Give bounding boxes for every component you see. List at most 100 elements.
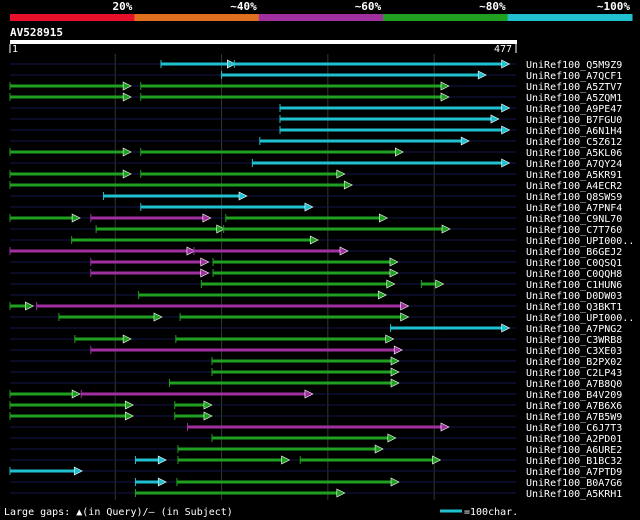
segment-end-arrow [122,334,132,344]
hit-row[interactable]: UniRef100_UPI000.. [10,235,634,247]
hit-row[interactable]: UniRef100_A7B8Q0 [10,378,622,390]
hit-label[interactable]: UniRef100_A6N1H4 [526,126,622,137]
hit-label[interactable]: UniRef100_C0QQH8 [526,269,622,280]
hit-row[interactable]: UniRef100_C5Z612 [10,136,622,148]
hit-label[interactable]: UniRef100_A2PD01 [526,434,622,445]
hit-row[interactable]: UniRef100_A5KRH1 [10,488,622,500]
hit-label[interactable]: UniRef100_A7B5W9 [526,412,622,423]
hit-label[interactable]: UniRef100_A7PNG2 [526,324,622,335]
segment-end-arrow [124,411,134,421]
hit-label[interactable]: UniRef100_Q8SWS9 [526,192,622,203]
hit-row[interactable]: UniRef100_C1HUN6 [10,279,622,291]
hit-row[interactable]: UniRef100_A6N1H4 [10,125,622,137]
hit-row[interactable]: UniRef100_A6URE2 [10,444,622,456]
hit-row[interactable]: UniRef100_Q3BKT1 [9,301,622,313]
segment-end-arrow [377,290,387,300]
legend-swatch [10,14,135,21]
hit-row[interactable]: UniRef100_B7FGU0 [10,114,622,126]
hit-row[interactable]: UniRef100_C0QSQ1 [10,257,622,269]
segment-end-arrow [200,257,210,267]
legend-label: ~100% [597,0,630,13]
hit-row[interactable]: UniRef100_C3XE03 [10,345,622,357]
hit-label[interactable]: UniRef100_B2PX02 [526,357,622,368]
hit-row[interactable]: UniRef100_B0A7G6 [10,477,622,489]
hit-label[interactable]: UniRef100_C2LP43 [526,368,622,379]
hit-row[interactable]: UniRef100_A7PNF4 [10,202,622,214]
hit-label[interactable]: UniRef100_A5ZQM1 [526,93,622,104]
hit-row[interactable]: UniRef100_A5KR91 [9,169,622,181]
hit-row[interactable]: UniRef100_UPI000.. [10,312,634,324]
hit-row[interactable]: UniRef100_A7QY24 [10,158,622,170]
segment-end-arrow [389,268,399,278]
hit-label[interactable]: UniRef100_C7T760 [526,225,622,236]
hit-label[interactable]: UniRef100_D0DW03 [526,291,622,302]
hit-label[interactable]: UniRef100_B0A7G6 [526,478,622,489]
hit-row[interactable]: UniRef100_A7QCF1 [10,70,622,82]
segment-end-arrow [460,136,470,146]
hit-row[interactable]: UniRef100_A7B5W9 [9,411,622,423]
hit-label[interactable]: UniRef100_C0QSQ1 [526,258,622,269]
hit-label[interactable]: UniRef100_UPI000.. [526,236,634,247]
hit-label[interactable]: UniRef100_Q5M9Z9 [526,60,622,71]
query-bar [10,40,517,44]
segment-end-arrow [157,477,167,487]
hit-label[interactable]: UniRef100_A7QCF1 [526,71,622,82]
hit-row[interactable]: UniRef100_B4V209 [9,389,622,401]
hit-label[interactable]: UniRef100_C6J7T3 [526,423,622,434]
hit-label[interactable]: UniRef100_B4V209 [526,390,622,401]
hit-label[interactable]: UniRef100_A4ECR2 [526,181,622,192]
hit-label[interactable]: UniRef100_A6URE2 [526,445,622,456]
segment-end-arrow [122,147,132,157]
hit-label[interactable]: UniRef100_B7FGU0 [526,115,622,126]
segment-end-arrow [153,312,163,322]
hit-row[interactable]: UniRef100_A7B6X6 [9,400,622,412]
hit-label[interactable]: UniRef100_A5KR91 [526,170,622,181]
ruler-start-label: 1 [12,44,18,55]
hit-label[interactable]: UniRef100_UPI000.. [526,313,634,324]
hit-label[interactable]: UniRef100_A5ZTV7 [526,82,622,93]
hit-row[interactable]: UniRef100_A4ECR2 [9,180,622,192]
hit-row[interactable]: UniRef100_A2PD01 [10,433,622,445]
hit-label[interactable]: UniRef100_Q3BKT1 [526,302,622,313]
hit-row[interactable]: UniRef100_B6GEJ2 [9,246,622,258]
hit-label[interactable]: UniRef100_A7PTD9 [526,467,622,478]
segment-end-arrow [343,180,353,190]
hit-label[interactable]: UniRef100_C1HUN6 [526,280,622,291]
hit-label[interactable]: UniRef100_A7B8Q0 [526,379,622,390]
hit-label[interactable]: UniRef100_A5KRH1 [526,489,622,500]
hit-label[interactable]: UniRef100_B1BC32 [526,456,622,467]
hit-row[interactable]: UniRef100_A7PNG2 [10,323,622,335]
hit-row[interactable]: UniRef100_C2LP43 [10,367,622,379]
hit-label[interactable]: UniRef100_A7PNF4 [526,203,622,214]
hit-row[interactable]: UniRef100_A9PE47 [10,103,622,115]
hit-row[interactable]: UniRef100_B1BC32 [10,455,622,467]
hit-label[interactable]: UniRef100_C9NL70 [526,214,622,225]
hit-row[interactable]: UniRef100_D0DW03 [10,290,622,302]
hit-row[interactable]: UniRef100_A7PTD9 [9,466,622,478]
hit-label[interactable]: UniRef100_B6GEJ2 [526,247,622,258]
hit-row[interactable]: UniRef100_C9NL70 [9,213,622,225]
hit-row[interactable]: UniRef100_A5ZTV7 [9,81,622,93]
hit-label[interactable]: UniRef100_C3WRB8 [526,335,622,346]
hit-label[interactable]: UniRef100_A7QY24 [526,159,622,170]
hit-row[interactable]: UniRef100_C7T760 [10,224,622,236]
hit-row[interactable]: UniRef100_B2PX02 [10,356,622,368]
hit-label[interactable]: UniRef100_A7B6X6 [526,401,622,412]
segment-end-arrow [203,411,213,421]
ruler-end-label: 477 [494,44,512,55]
hit-row[interactable]: UniRef100_Q8SWS9 [10,191,622,203]
segment-end-arrow [71,213,81,223]
hit-row[interactable]: UniRef100_C0QQH8 [10,268,622,280]
hit-label[interactable]: UniRef100_C5Z612 [526,137,622,148]
hit-label[interactable]: UniRef100_A5KL06 [526,148,622,159]
hit-label[interactable]: UniRef100_A9PE47 [526,104,622,115]
hit-row[interactable]: UniRef100_A5ZQM1 [9,92,622,104]
hit-label[interactable]: UniRef100_C3XE03 [526,346,622,357]
hit-row[interactable]: UniRef100_A5KL06 [9,147,622,159]
hit-row[interactable]: UniRef100_C6J7T3 [10,422,622,434]
query-name: AV528915 [10,26,63,39]
legend-swatch [507,14,633,21]
hit-row[interactable]: UniRef100_C3WRB8 [10,334,622,346]
footer: Large gaps: ▲(in Query)/— (in Subject) =… [4,507,518,518]
hit-row[interactable]: UniRef100_Q5M9Z9 [10,59,622,71]
